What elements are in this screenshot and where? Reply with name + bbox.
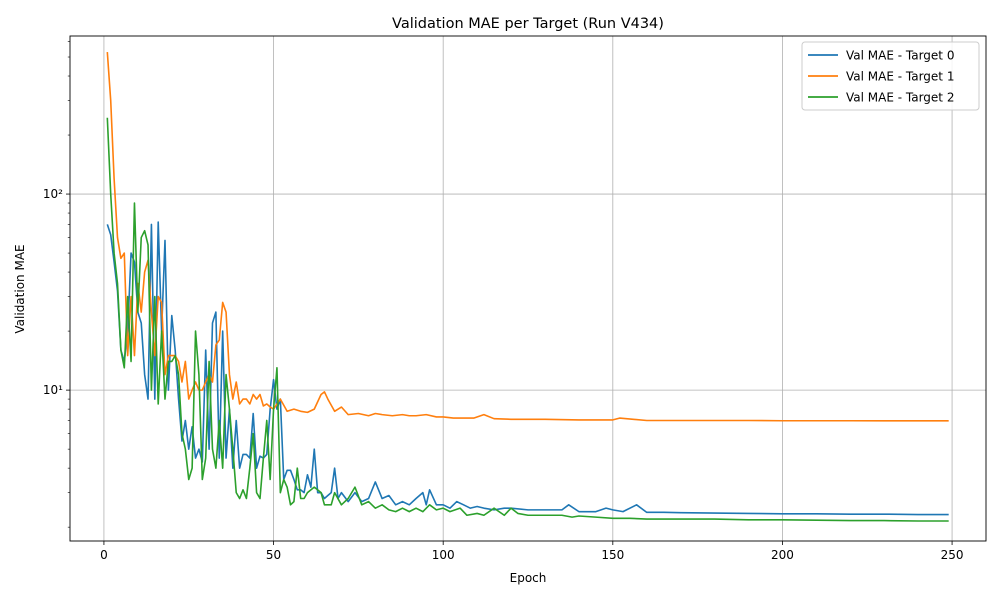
series-line-target-0 xyxy=(106,221,949,516)
y-tick-label: 10¹ xyxy=(43,383,63,397)
y-tick-label: 10² xyxy=(43,187,63,201)
y-axis-title: Validation MAE xyxy=(13,244,27,333)
x-tick-label: 50 xyxy=(266,548,281,562)
legend: Val MAE - Target 0 Val MAE - Target 1 Val … xyxy=(801,41,980,111)
y-axis: 10¹ 10² xyxy=(43,41,70,528)
series-line-target-2 xyxy=(106,117,949,522)
series-layer xyxy=(106,52,949,522)
x-tick-label: 0 xyxy=(100,548,108,562)
x-axis: 0 50 100 150 200 250 xyxy=(100,541,964,562)
x-tick-label: 150 xyxy=(601,548,624,562)
plot-frame xyxy=(69,35,987,542)
x-tick-label: 250 xyxy=(941,548,964,562)
x-tick-label: 200 xyxy=(771,548,794,562)
legend-box xyxy=(801,41,980,111)
legend-label-target-2: Val MAE - Target 2 xyxy=(846,91,954,105)
x-tick-label: 100 xyxy=(432,548,455,562)
grid xyxy=(70,36,986,541)
series-line-target-1 xyxy=(106,52,949,422)
legend-label-target-1: Val MAE - Target 1 xyxy=(846,70,954,84)
x-axis-title: Epoch xyxy=(510,571,547,585)
chart-title: Validation MAE per Target (Run V434) xyxy=(392,16,664,32)
legend-label-target-0: Val MAE - Target 0 xyxy=(846,49,954,63)
